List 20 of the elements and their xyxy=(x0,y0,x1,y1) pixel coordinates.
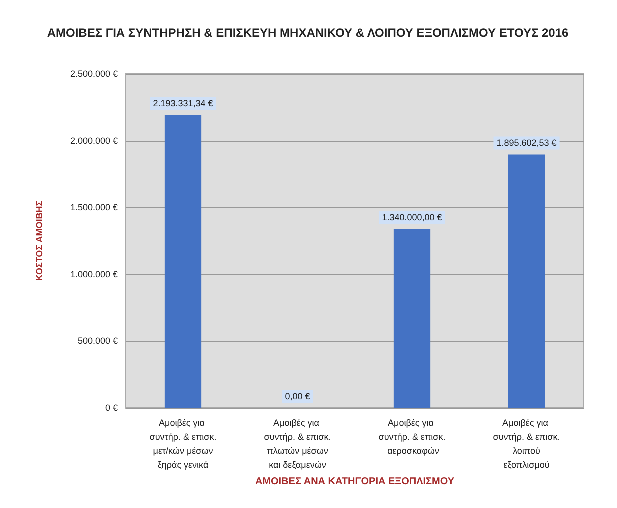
y-tick-label: 500.000 € xyxy=(78,336,118,346)
y-axis-title: ΚΟΣΤΟΣ ΑΜΟΙΒΗΣ xyxy=(34,200,44,282)
data-label: 2.193.331,34 € xyxy=(153,98,214,108)
y-tick-label: 1.500.000 € xyxy=(70,202,118,213)
x-tick-label: Αμοιβές για συντήρ. & επισκ. μετ/κών μέσων ξηράς γενικά xyxy=(150,418,217,470)
bar xyxy=(508,154,546,408)
x-tick-label: Αμοιβές για συντήρ. & επισκ. πλωτών μέσων και δεξαμενών xyxy=(264,418,332,470)
bar xyxy=(394,228,431,408)
data-label: 0,00 € xyxy=(285,392,310,402)
x-tick-label: Αμοιβές για συντήρ. & επισκ. αεροσκαφών xyxy=(378,418,446,456)
data-label: 1.340.000,00 € xyxy=(382,212,442,222)
y-tick-label: 1.000.000 € xyxy=(70,269,118,280)
y-tick-label: 2.000.000 € xyxy=(70,136,118,146)
y-tick-label: 2.500.000 € xyxy=(70,69,118,79)
chart-title: ΑΜΟΙΒΕΣ ΓΙΑ ΣΥΝΤΗΡΗΣΗ & ΕΠΙΣΚΕΥΗ ΜΗΧΑΝΙΚΟΥ & ΛΟΙΠΟΥ ΕΞΟΠΛΙΣΜΟΥ ΕΤΟΥΣ 2016 xyxy=(47,26,569,40)
y-tick-label: 0 € xyxy=(105,403,118,413)
x-axis-title: ΑΜΟΙΒΕΣ ΑΝΑ ΚΑΤΗΓΟΡΙΑ ΕΞΟΠΛΙΣΜΟΥ xyxy=(255,476,455,488)
x-tick-label: Αμοιβές για συντήρ. & επισκ. λοιπού εξοπλισμού xyxy=(493,418,560,470)
bar xyxy=(164,114,202,408)
data-label: 1.895.602,53 € xyxy=(496,138,557,148)
